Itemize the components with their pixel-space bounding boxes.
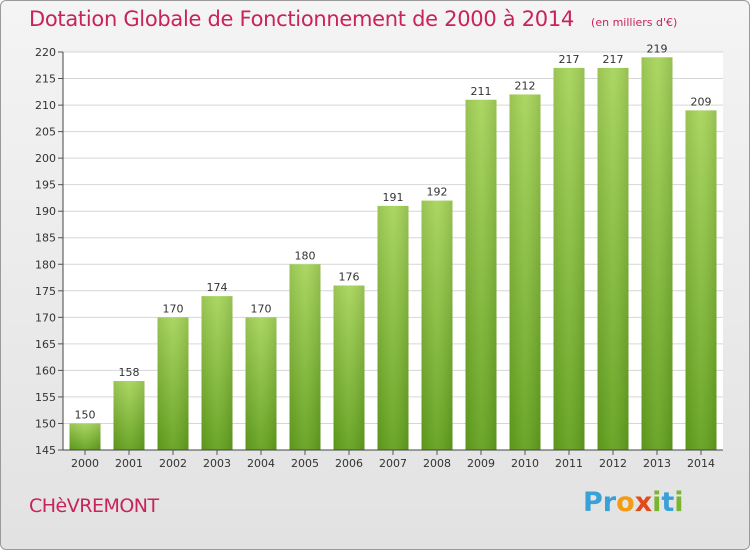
- y-tick-label: 200: [35, 152, 56, 165]
- bar-value-label: 217: [603, 53, 624, 66]
- bar-shade: [113, 381, 145, 450]
- bar-shade: [245, 317, 277, 450]
- logo-letter: t: [661, 487, 675, 518]
- bar-shade: [685, 110, 717, 450]
- logo-letter: i: [652, 487, 662, 518]
- proxiti-logo: Proxiti: [583, 487, 684, 518]
- y-tick-label: 190: [35, 205, 56, 218]
- y-tick-label: 155: [35, 391, 56, 404]
- logo-letter: x: [634, 487, 653, 518]
- chart-subtitle: (en milliers d'€): [591, 16, 678, 29]
- bar-value-label: 211: [471, 85, 492, 98]
- bar-value-label: 170: [163, 302, 184, 315]
- y-tick-label: 145: [35, 444, 56, 457]
- y-tick-label: 180: [35, 258, 56, 271]
- logo-letter: r: [602, 487, 617, 518]
- bar-shade: [641, 57, 673, 450]
- bars: [69, 57, 717, 451]
- y-tick-label: 150: [35, 417, 56, 430]
- x-tick-label: 2012: [599, 457, 627, 470]
- bar-value-label: 174: [207, 281, 228, 294]
- bar-shade: [201, 296, 233, 450]
- title-row: Dotation Globale de Fonctionnement de 20…: [29, 7, 677, 31]
- x-tick-label: 2008: [423, 457, 451, 470]
- x-tick-label: 2013: [643, 457, 671, 470]
- bar-shade: [509, 94, 541, 450]
- bar-shade: [289, 264, 321, 450]
- x-tick-label: 2014: [687, 457, 715, 470]
- x-tick-label: 2006: [335, 457, 363, 470]
- bar-shade: [333, 285, 365, 450]
- logo-letter: o: [616, 487, 635, 518]
- y-tick-label: 220: [35, 46, 56, 59]
- bar-shade: [553, 67, 585, 451]
- bar-value-label: 212: [515, 79, 536, 92]
- bar-shade: [69, 423, 101, 450]
- chart-title: Dotation Globale de Fonctionnement de 20…: [29, 7, 574, 31]
- y-tick-label: 215: [35, 73, 56, 86]
- bar-value-label: 180: [295, 249, 316, 262]
- bar-shade: [157, 317, 189, 450]
- logo-letter: P: [583, 487, 603, 518]
- y-tick-label: 170: [35, 311, 56, 324]
- y-tick-label: 205: [35, 126, 56, 139]
- x-tick-label: 2004: [247, 457, 275, 470]
- x-tick-label: 2000: [71, 457, 99, 470]
- bar-value-label: 217: [559, 53, 580, 66]
- bar-shade: [597, 67, 629, 451]
- bar-value-label: 150: [75, 408, 96, 421]
- bar-value-label: 176: [339, 270, 360, 283]
- bar-shade: [421, 200, 453, 450]
- bar-value-label: 170: [251, 302, 272, 315]
- y-tick-label: 175: [35, 285, 56, 298]
- logo-letter: i: [674, 487, 684, 518]
- y-tick-label: 160: [35, 364, 56, 377]
- y-axis: 145 150 155 160 165 170 175 180 185 190 195 200 205 2…: [35, 46, 64, 457]
- x-tick-label: 2002: [159, 457, 187, 470]
- bar-shade: [377, 205, 409, 450]
- bar-shade: [465, 99, 497, 450]
- y-tick-label: 185: [35, 232, 56, 245]
- bar-value-label: 219: [647, 42, 668, 55]
- bar-value-label: 209: [691, 95, 712, 108]
- x-tick-label: 2007: [379, 457, 407, 470]
- x-tick-label: 2009: [467, 457, 495, 470]
- bar-value-label: 158: [119, 366, 140, 379]
- x-tick-label: 2003: [203, 457, 231, 470]
- y-tick-label: 165: [35, 338, 56, 351]
- data-labels: 150 158 170 174 170 180 176 191 192 211 212 217 217 2…: [75, 42, 712, 421]
- commune-name: CHèVREMONT: [29, 495, 159, 517]
- bar-value-label: 192: [427, 186, 448, 199]
- x-tick-label: 2001: [115, 457, 143, 470]
- y-tick-label: 210: [35, 99, 56, 112]
- x-axis: 2000 2001 2002 2003 2004 2005 2006 2007 2008 2009…: [63, 449, 723, 470]
- x-tick-label: 2005: [291, 457, 319, 470]
- x-tick-label: 2011: [555, 457, 583, 470]
- x-tick-label: 2010: [511, 457, 539, 470]
- y-tick-label: 195: [35, 179, 56, 192]
- bar-value-label: 191: [383, 191, 404, 204]
